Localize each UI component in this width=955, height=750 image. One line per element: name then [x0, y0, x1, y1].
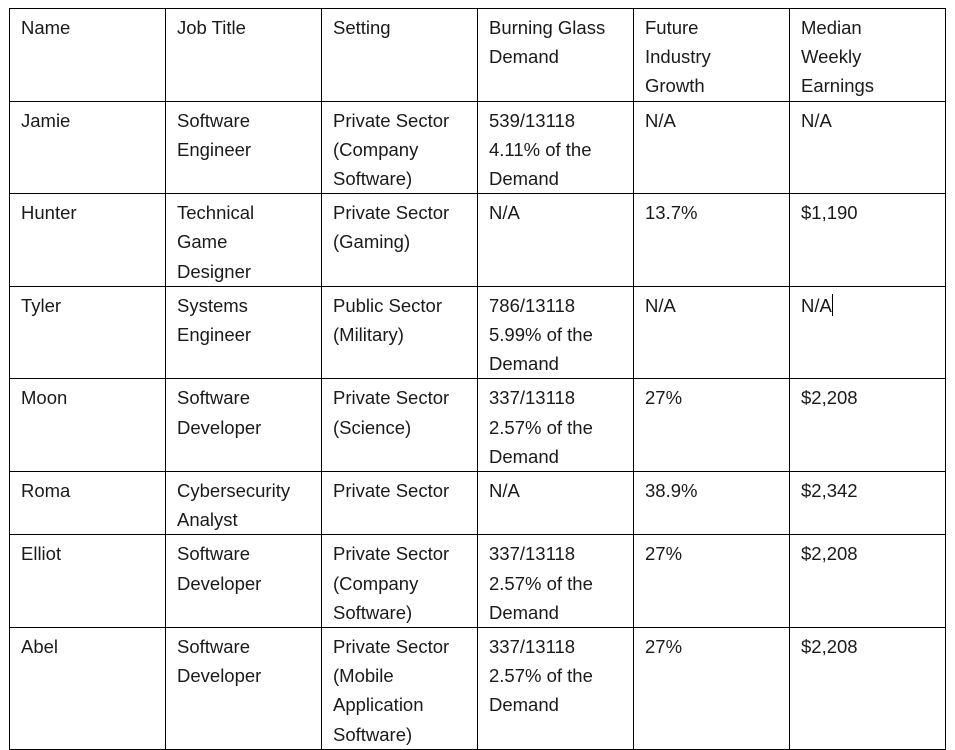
- cell-future-industry-growth: N/A: [633, 285, 790, 380]
- cell-median-weekly-earnings: N/A: [789, 100, 946, 195]
- cell-future-industry-growth: 27%: [633, 378, 790, 473]
- cell-future-industry-growth: N/A: [633, 100, 790, 195]
- table-row: Hunter Technical Game Designer Private S…: [9, 193, 946, 287]
- cell-name: Jamie: [9, 100, 166, 195]
- cell-setting: Private Sector: [321, 471, 478, 536]
- cell-text: N/A: [801, 294, 832, 316]
- table-row: Tyler Systems Engineer Public Sector (Mi…: [9, 285, 946, 380]
- cell-name: Moon: [9, 378, 166, 473]
- cell-name: Tyler: [9, 285, 166, 380]
- cell-job-title: Software Developer: [165, 534, 322, 629]
- cell-setting: Public Sector (Military): [321, 285, 478, 380]
- cell-name: Abel: [9, 627, 166, 750]
- cell-median-weekly-earnings: $2,208: [789, 378, 946, 473]
- cell-name: Elliot: [9, 534, 166, 629]
- cell-burning-glass-demand: 786/13118 5.99% of the Demand: [477, 285, 634, 380]
- table-row: Abel Software Developer Private Sector (…: [9, 627, 946, 750]
- cell-burning-glass-demand: 337/13118 2.57% of the Demand: [477, 627, 634, 750]
- cell-job-title: Systems Engineer: [165, 285, 322, 380]
- cell-setting: Private Sector (Company Software): [321, 534, 478, 629]
- cell-job-title: Cybersecurity Analyst: [165, 471, 322, 536]
- header-future-industry-growth: Future Industry Growth: [633, 8, 790, 102]
- cell-median-weekly-earnings: $2,342: [789, 471, 946, 536]
- text-cursor: [831, 293, 833, 316]
- header-name: Name: [9, 8, 166, 102]
- cell-job-title: Software Developer: [165, 378, 322, 473]
- header-burning-glass-demand: Burning Glass Demand: [477, 8, 634, 102]
- cell-job-title: Software Engineer: [165, 100, 322, 195]
- cell-median-weekly-earnings[interactable]: N/A: [789, 285, 946, 380]
- header-median-weekly-earnings: Median Weekly Earnings: [789, 8, 946, 102]
- header-job-title: Job Title: [165, 8, 322, 102]
- cell-future-industry-growth: 38.9%: [633, 471, 790, 536]
- cell-burning-glass-demand: 539/13118 4.11% of the Demand: [477, 100, 634, 195]
- cell-burning-glass-demand: 337/13118 2.57% of the Demand: [477, 378, 634, 473]
- cell-burning-glass-demand: 337/13118 2.57% of the Demand: [477, 534, 634, 629]
- career-data-table: Name Job Title Setting Burning Glass Dem…: [9, 8, 946, 750]
- cell-setting: Private Sector (Mobile Application Softw…: [321, 627, 478, 750]
- cell-median-weekly-earnings: $1,190: [789, 193, 946, 287]
- cell-job-title: Technical Game Designer: [165, 193, 322, 287]
- table-row: Roma Cybersecurity Analyst Private Secto…: [9, 471, 946, 536]
- cell-future-industry-growth: 27%: [633, 534, 790, 629]
- cell-burning-glass-demand: N/A: [477, 193, 634, 287]
- header-setting: Setting: [321, 8, 478, 102]
- cell-future-industry-growth: 13.7%: [633, 193, 790, 287]
- table-header-row: Name Job Title Setting Burning Glass Dem…: [9, 8, 946, 102]
- cell-job-title: Software Developer: [165, 627, 322, 750]
- cell-median-weekly-earnings: $2,208: [789, 534, 946, 629]
- cell-median-weekly-earnings: $2,208: [789, 627, 946, 750]
- cell-future-industry-growth: 27%: [633, 627, 790, 750]
- table-row: Jamie Software Engineer Private Sector (…: [9, 100, 946, 195]
- cell-setting: Private Sector (Gaming): [321, 193, 478, 287]
- cell-burning-glass-demand: N/A: [477, 471, 634, 536]
- cell-name: Roma: [9, 471, 166, 536]
- cell-setting: Private Sector (Science): [321, 378, 478, 473]
- table-row: Elliot Software Developer Private Sector…: [9, 534, 946, 629]
- cell-setting: Private Sector (Company Software): [321, 100, 478, 195]
- table-row: Moon Software Developer Private Sector (…: [9, 378, 946, 473]
- cell-name: Hunter: [9, 193, 166, 287]
